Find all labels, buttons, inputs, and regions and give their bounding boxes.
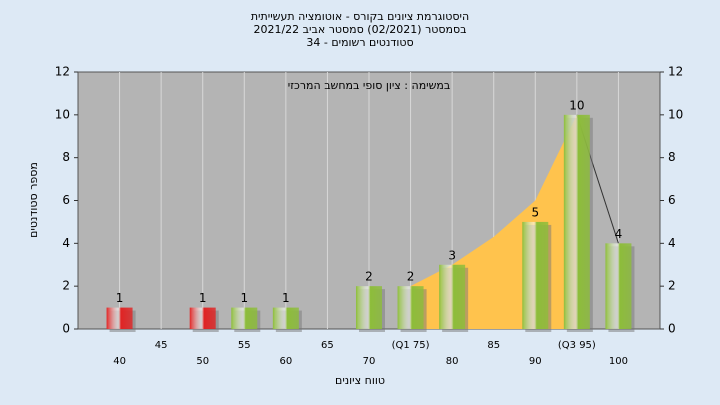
x-tick-label: 90 <box>529 356 542 367</box>
y2-tick-label: 8 <box>668 150 676 164</box>
y-tick-label: 0 <box>62 322 70 336</box>
bar <box>563 114 590 329</box>
bar <box>439 264 466 329</box>
x-tick-label: 60 <box>279 356 292 367</box>
y-tick-label: 12 <box>55 65 70 79</box>
y2-tick-label: 4 <box>668 236 676 250</box>
x-tick-label: 85 <box>487 340 500 351</box>
bar <box>231 307 258 329</box>
data-label: 2 <box>365 270 373 284</box>
bar <box>397 286 424 329</box>
bar <box>106 307 133 329</box>
data-label: 4 <box>615 227 623 241</box>
x-axis-label: טווח ציונים <box>335 374 385 387</box>
bar <box>356 286 382 329</box>
x-tick-label: (Q1 75) <box>392 340 430 351</box>
bar <box>605 243 632 329</box>
data-label: 1 <box>116 291 124 305</box>
title-line: בסמסטר (02/2021) סמסטר אביב 2021/22 <box>253 23 466 36</box>
y-tick-label: 4 <box>62 236 70 250</box>
x-tick-label: 65 <box>321 340 334 351</box>
y-axis-label: מספר סטודנטים <box>27 162 40 238</box>
data-label: 10 <box>569 98 584 112</box>
y2-tick-label: 2 <box>668 279 676 293</box>
y-tick-label: 10 <box>55 107 70 121</box>
x-tick-label: 45 <box>155 340 168 351</box>
x-tick-label: 55 <box>238 340 251 351</box>
x-tick-label: 50 <box>196 356 209 367</box>
x-tick-label: 40 <box>113 356 126 367</box>
data-label: 1 <box>199 291 207 305</box>
annotation: במשימה : ציון סופי במחשב המרכזי <box>288 79 451 92</box>
y2-tick-label: 10 <box>668 107 683 121</box>
bar <box>272 307 299 329</box>
y2-tick-label: 0 <box>668 322 676 336</box>
y-tick-label: 8 <box>62 150 70 164</box>
data-label: 1 <box>240 291 248 305</box>
data-label: 1 <box>282 291 290 305</box>
x-tick-label: 100 <box>609 356 628 367</box>
y-tick-label: 2 <box>62 279 70 293</box>
y2-tick-label: 12 <box>668 65 683 79</box>
y-tick-label: 6 <box>62 193 70 207</box>
x-tick-label: 70 <box>363 356 376 367</box>
data-label: 5 <box>531 205 539 219</box>
bar <box>189 307 216 329</box>
x-tick-label: (Q3 95) <box>558 340 596 351</box>
data-label: 2 <box>407 270 415 284</box>
x-tick-label: 80 <box>446 356 459 367</box>
data-label: 3 <box>448 248 456 262</box>
y2-tick-label: 6 <box>668 193 676 207</box>
title-line: סטודנטים רשומים - 34 <box>306 36 413 49</box>
title-line: היסטוגרמת ציונים בקורס - אוטומציה תעשיית… <box>251 10 469 23</box>
bar <box>522 221 549 329</box>
